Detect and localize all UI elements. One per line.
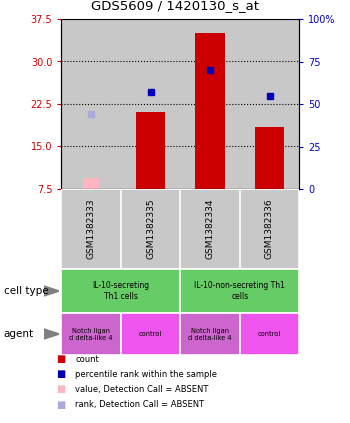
Polygon shape [44,329,60,339]
Polygon shape [44,286,60,296]
Bar [61,269,180,313]
Text: GSM1382335: GSM1382335 [146,199,155,259]
Text: ■: ■ [57,354,66,364]
Text: GSM1382334: GSM1382334 [205,199,215,259]
Bar [195,33,225,189]
Text: GSM1382333: GSM1382333 [86,199,96,259]
Text: ■: ■ [57,369,66,379]
Text: percentile rank within the sample: percentile rank within the sample [75,370,217,379]
Text: value, Detection Call = ABSENT: value, Detection Call = ABSENT [75,385,209,394]
Text: rank, Detection Call = ABSENT: rank, Detection Call = ABSENT [75,400,204,409]
Bar [180,269,299,313]
Bar [180,313,240,355]
Bar [255,126,284,189]
Bar [61,313,121,355]
Text: cell type: cell type [4,286,48,296]
Text: IL-10-non-secreting Th1
cells: IL-10-non-secreting Th1 cells [194,281,285,301]
Text: control: control [139,331,162,337]
Text: GSM1382336: GSM1382336 [265,199,274,259]
Text: Notch ligan
d delta-like 4: Notch ligan d delta-like 4 [188,327,232,341]
Text: Notch ligan
d delta-like 4: Notch ligan d delta-like 4 [69,327,113,341]
Bar [240,313,299,355]
Text: agent: agent [4,329,34,339]
Text: IL-10-secreting
Th1 cells: IL-10-secreting Th1 cells [92,281,149,301]
Bar [83,178,99,189]
Text: ■: ■ [57,400,66,409]
Text: GDS5609 / 1420130_s_at: GDS5609 / 1420130_s_at [91,0,259,12]
Text: count: count [75,355,99,364]
Text: ■: ■ [57,385,66,395]
Bar [121,313,180,355]
Text: control: control [258,331,281,337]
Bar [136,113,165,189]
